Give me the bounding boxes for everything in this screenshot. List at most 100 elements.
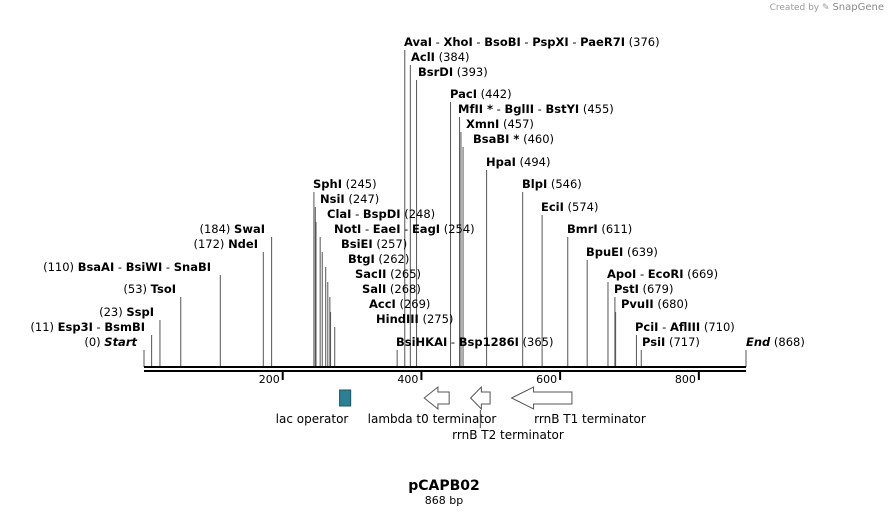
enzyme-name: BsaBI * xyxy=(473,132,519,146)
enzyme-name: SspI xyxy=(126,305,154,319)
site-position: (494) xyxy=(516,155,551,169)
site-labels-group: AvaI - XhoI - BsoBI - PspXI - PaeR7I (37… xyxy=(30,35,804,349)
enzyme-name: BsiWI xyxy=(126,260,163,274)
site-lines-group xyxy=(143,50,747,367)
enzyme-name: SnaBI xyxy=(174,260,211,274)
site-position: (262) xyxy=(375,252,410,266)
enzyme-name: BspDI xyxy=(363,207,401,221)
site-label-248: ClaI - BspDI (248) xyxy=(327,207,435,221)
site-label-265: SacII (265) xyxy=(355,267,421,281)
tick-label-200: 200 xyxy=(259,373,280,386)
credit-prefix: Created by xyxy=(769,3,820,13)
enzyme-name: PacI xyxy=(450,87,477,101)
site-label-245: SphI (245) xyxy=(313,177,377,191)
site-separator: - xyxy=(162,260,173,274)
enzyme-name: SwaI xyxy=(234,222,265,236)
enzyme-name: EcoRI xyxy=(648,267,684,281)
site-position: (460) xyxy=(519,132,554,146)
enzyme-name: EciI xyxy=(541,200,564,214)
site-separator: - xyxy=(432,35,443,49)
site-label-275: HindIII (275) xyxy=(376,312,453,326)
site-separator: - xyxy=(636,267,647,281)
enzyme-name: XhoI xyxy=(444,35,473,49)
feature-arrow-lambda-t0-terminator xyxy=(423,385,450,411)
site-position: (442) xyxy=(477,87,512,101)
enzyme-name: HpaI xyxy=(486,155,516,169)
enzyme-name: BstYI xyxy=(545,102,579,116)
site-label-546: BlpI (546) xyxy=(522,177,582,191)
features-group: lac operator lambda t0 terminator rrnB T2 … xyxy=(276,385,646,442)
enzyme-name: Esp3I xyxy=(58,320,93,334)
site-separator: - xyxy=(521,35,532,49)
enzyme-name: AclI xyxy=(411,50,435,64)
enzyme-name: PsiI xyxy=(642,335,665,349)
enzyme-name: BtgI xyxy=(348,252,375,266)
site-label-457: XmnI (457) xyxy=(466,117,534,131)
site-label-11: (11) Esp3I - BsmBI xyxy=(30,320,145,334)
tick-label-800: 800 xyxy=(675,373,696,386)
enzyme-name: EaeI xyxy=(373,222,401,236)
site-position: (639) xyxy=(623,245,658,259)
enzyme-name: BsmBI xyxy=(104,320,145,334)
site-label-254: NotI - EaeI - EagI (254) xyxy=(334,222,475,236)
site-label-442: PacI (442) xyxy=(450,87,512,101)
feature-label-lambda-t0-terminator: lambda t0 terminator xyxy=(368,412,497,426)
enzyme-name: SacII xyxy=(355,267,386,281)
site-position: (11) xyxy=(30,320,57,334)
enzyme-name: AvaI xyxy=(404,35,432,49)
site-label-494: HpaI (494) xyxy=(486,155,551,169)
plasmid-name: pCAPB02 xyxy=(408,478,480,494)
enzyme-name: EagI xyxy=(412,222,440,236)
site-position: (254) xyxy=(440,222,475,236)
feature-arrow-rrnb-t1-terminator xyxy=(510,386,573,410)
site-separator: - xyxy=(473,35,484,49)
enzyme-name: NotI xyxy=(334,222,361,236)
site-label-257: BsiEI (257) xyxy=(341,237,407,251)
site-position: (23) xyxy=(99,305,126,319)
site-label-23: (23) SspI xyxy=(99,305,154,319)
site-label-574: EciI (574) xyxy=(541,200,599,214)
snapgene-logo-icon: ✎ xyxy=(822,3,830,13)
site-position: (669) xyxy=(684,267,719,281)
feature-lac-operator xyxy=(339,389,352,407)
site-position: (365) xyxy=(519,335,554,349)
site-position: (172) xyxy=(193,237,228,251)
snapgene-credit: Created by ✎ SnapGene xyxy=(770,2,884,13)
enzyme-name: BsoBI xyxy=(484,35,521,49)
enzyme-name: BsiEI xyxy=(341,237,373,251)
site-position: (455) xyxy=(579,102,614,116)
site-position: (393) xyxy=(453,65,488,79)
enzyme-name: PciI xyxy=(635,320,658,334)
enzyme-name: BmrI xyxy=(567,222,598,236)
site-position: (457) xyxy=(499,117,534,131)
feature-label-lac-operator: lac operator xyxy=(276,412,349,426)
site-position: (611) xyxy=(598,222,633,236)
site-position: (275) xyxy=(419,312,454,326)
enzyme-name: SalI xyxy=(362,282,386,296)
enzyme-name: BsrDI xyxy=(418,65,453,79)
enzyme-name: PvuII xyxy=(621,297,654,311)
enzyme-name: Start xyxy=(104,335,137,349)
site-label-669: ApoI - EcoRI (669) xyxy=(607,267,718,281)
site-position: (384) xyxy=(435,50,470,64)
site-label-868: End (868) xyxy=(746,335,805,349)
site-label-680: PvuII (680) xyxy=(621,297,688,311)
site-position: (257) xyxy=(373,237,408,251)
site-position: (110) xyxy=(43,260,78,274)
plasmid-length: 868 bp xyxy=(425,494,463,507)
enzyme-name: BsiHKAI xyxy=(396,335,447,349)
site-position: (184) xyxy=(199,222,234,236)
tick-label-400: 400 xyxy=(397,373,418,386)
site-separator: - xyxy=(114,260,125,274)
enzyme-name: AflIII xyxy=(670,320,700,334)
site-label-710: PciI - AflIII (710) xyxy=(635,320,735,334)
site-position: (376) xyxy=(625,35,660,49)
site-label-172: (172) NdeI xyxy=(193,237,258,251)
site-position: (717) xyxy=(665,335,700,349)
site-position: (868) xyxy=(770,335,805,349)
site-position: (247) xyxy=(345,192,380,206)
enzyme-name: NdeI xyxy=(228,237,258,251)
site-label-717: PsiI (717) xyxy=(642,335,700,349)
site-separator: - xyxy=(361,222,372,236)
